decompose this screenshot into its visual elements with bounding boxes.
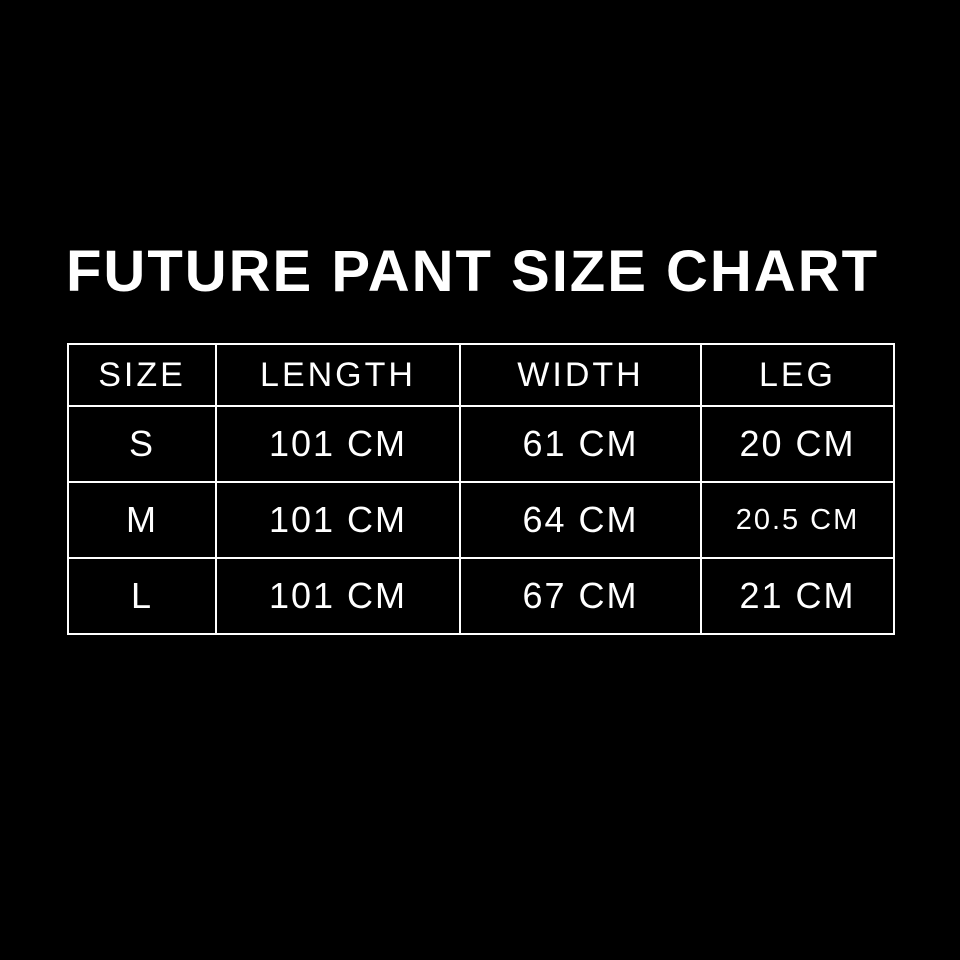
cell-l-width: 67 CM xyxy=(459,557,702,635)
column-header-leg: LEG xyxy=(700,343,895,407)
column-header-size: SIZE xyxy=(67,343,217,407)
column-header-width: WIDTH xyxy=(459,343,702,407)
cell-s-width: 61 CM xyxy=(459,405,702,483)
header-row: SIZE LENGTH WIDTH LEG xyxy=(67,343,895,407)
cell-s-length: 101 CM xyxy=(215,405,461,483)
page-title: FUTURE PANT SIZE CHART xyxy=(66,239,880,304)
cell-l-leg: 21 CM xyxy=(700,557,895,635)
cell-m-width: 64 CM xyxy=(459,481,702,559)
cell-m-leg: 20.5 CM xyxy=(700,481,895,559)
cell-s-size: S xyxy=(67,405,217,483)
cell-m-length: 101 CM xyxy=(215,481,461,559)
table-row-m: M 101 CM 64 CM 20.5 CM xyxy=(67,481,895,559)
column-header-length: LENGTH xyxy=(215,343,461,407)
cell-l-length: 101 CM xyxy=(215,557,461,635)
size-chart-table: SIZE LENGTH WIDTH LEG S 101 CM 61 CM 20 … xyxy=(67,343,895,635)
cell-s-leg: 20 CM xyxy=(700,405,895,483)
table-row-l: L 101 CM 67 CM 21 CM xyxy=(67,557,895,635)
table-row-s: S 101 CM 61 CM 20 CM xyxy=(67,405,895,483)
cell-m-size: M xyxy=(67,481,217,559)
cell-l-size: L xyxy=(67,557,217,635)
